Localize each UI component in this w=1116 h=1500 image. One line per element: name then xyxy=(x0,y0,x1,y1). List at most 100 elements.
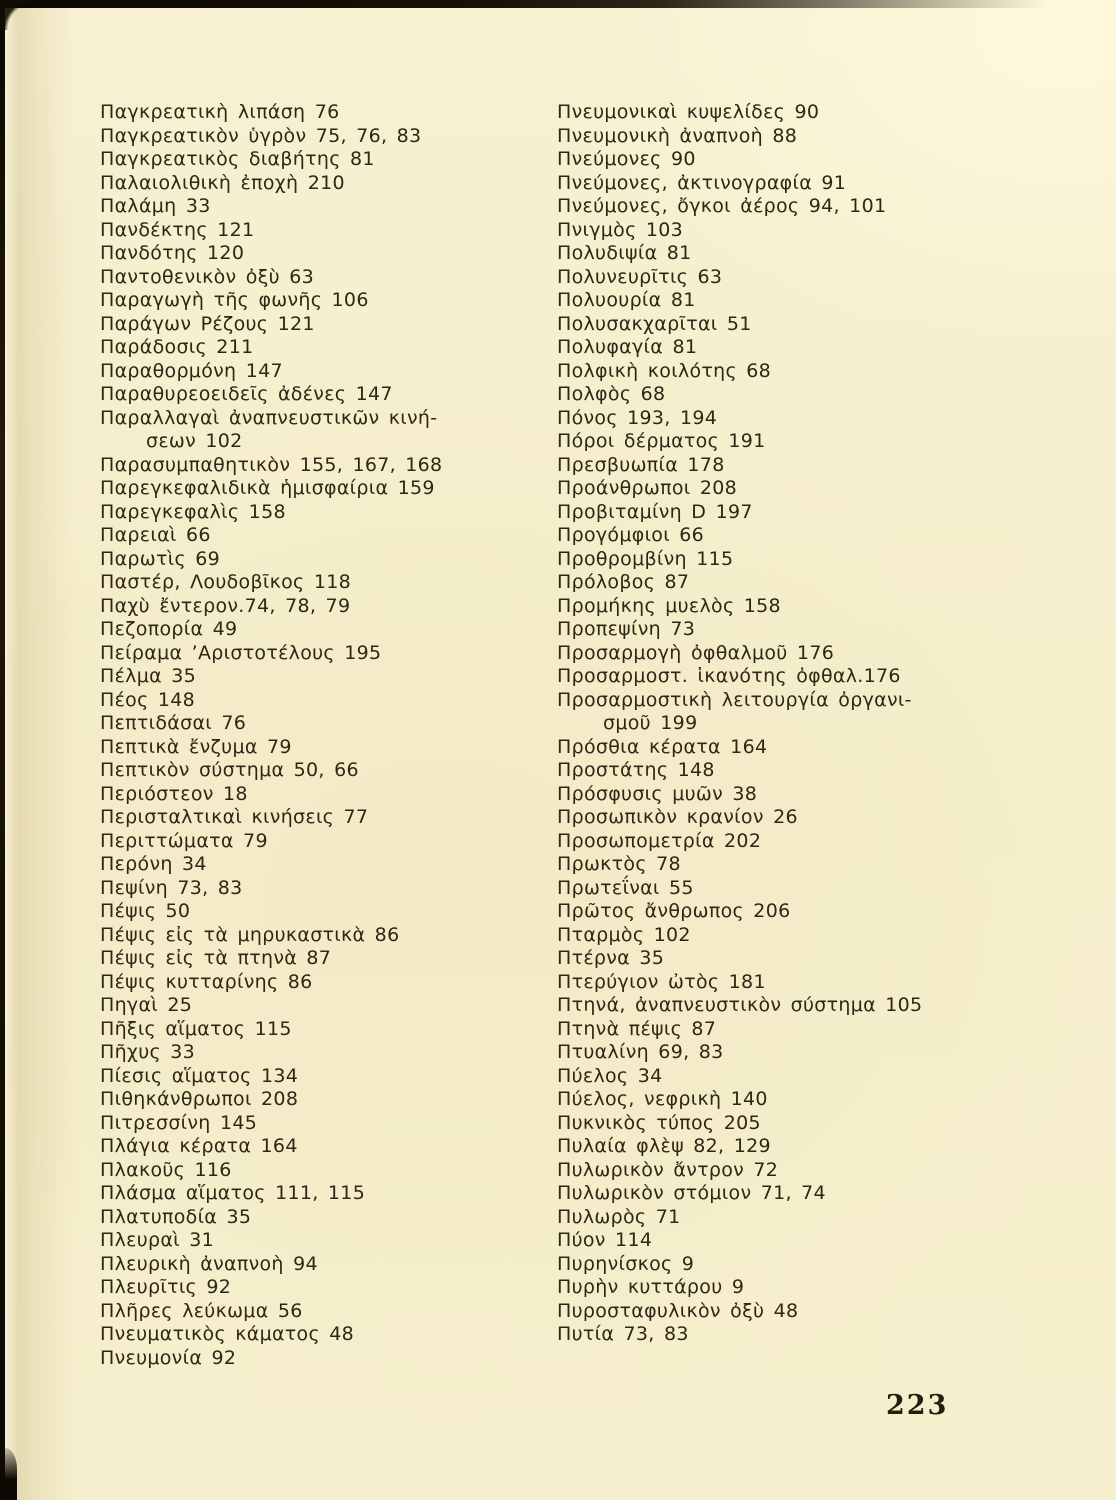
index-entry: Πρόσφυσις μυῶν 38 xyxy=(557,782,758,805)
index-entry: Πεπτιδάσαι 76 xyxy=(100,712,247,734)
index-entry: Πόνος 193, 194 xyxy=(557,406,718,429)
scan-edge-top xyxy=(0,0,1070,8)
index-entry: Πέψις 50 xyxy=(100,900,191,922)
index-entry: Πταρμὸς 102 xyxy=(557,923,691,946)
index-entry: Πηγαὶ 25 xyxy=(100,994,193,1016)
index-entry: Πολυφαγία 81 xyxy=(557,336,698,358)
index-entry: Πύελος 34 xyxy=(557,1064,663,1087)
index-entry: Πρεσβυωπία 178 xyxy=(557,453,725,476)
index-entry: Παστέρ, Λουδοβῖκος 118 xyxy=(100,571,351,593)
index-entry: Πολφικὴ κοιλότης 68 xyxy=(557,359,772,382)
index-entry: Πλευραὶ 31 xyxy=(100,1229,215,1251)
index-entry: Πυροσταφυλικὸν ὀξὺ 48 xyxy=(557,1299,799,1322)
index-entry: Παγκρεατικὸς διαβήτης 81 xyxy=(100,148,375,170)
index-entry: Περόνη 34 xyxy=(100,853,207,875)
index-entry: Πνευμονικαὶ κυψελίδες 90 xyxy=(557,101,820,123)
index-entry: Προσαρμογὴ ὀφθαλμοῦ 176 xyxy=(557,641,835,664)
index-entry: Πεπτικὰ ἔνζυμα 79 xyxy=(100,735,292,758)
index-entry: Προβιταμίνη D 197 xyxy=(557,500,753,523)
index-entry: Πολυουρία 81 xyxy=(557,289,696,311)
index-entry: Παρασυμπαθητικὸν 155, 167, 168 xyxy=(100,453,443,476)
index-entry: Πνεύμονες, ἀκτινογραφία 91 xyxy=(557,171,847,194)
page-gutter-shading xyxy=(5,0,75,1500)
index-entry: Παράδοσις 211 xyxy=(100,336,254,358)
index-entry: Πρωτεΐναι 55 xyxy=(557,876,694,899)
index-entry: Πῆξις αἵματος 115 xyxy=(100,1017,292,1040)
index-entry: Προπεψίνη 73 xyxy=(557,618,696,640)
index-entry: Πυρὴν κυττάρου 9 xyxy=(557,1276,745,1298)
index-entry: Πανδότης 120 xyxy=(100,242,245,264)
index-entry: Πλευρικὴ ἀναπνοὴ 94 xyxy=(100,1252,318,1275)
index-entry: Πνευμονία 92 xyxy=(100,1346,237,1369)
index-entry: Παρεγκεφαλὶς 158 xyxy=(100,500,286,523)
index-entry: Προσωπικὸν κρανίον 26 xyxy=(557,806,798,828)
index-entry: Πεζοπορία 49 xyxy=(100,618,238,640)
index-entry: Πολφὸς 68 xyxy=(557,383,666,405)
scan-corner-bottom-left xyxy=(0,1448,17,1500)
index-entry: Πολυνευρῖτις 63 xyxy=(557,265,723,288)
index-entry: Παλάμη 33 xyxy=(100,195,211,217)
index-entry: Πρόλοβος 87 xyxy=(557,571,690,593)
index-entry: Πνευμονικὴ ἀναπνοὴ 88 xyxy=(557,124,798,147)
index-entry: Παραθυρεοειδεῖς ἀδένες 147 xyxy=(100,383,393,405)
index-entry: Πίεσις αἵματος 134 xyxy=(100,1064,299,1087)
index-entry: Πολυδιψία 81 xyxy=(557,242,692,264)
index-entry: Προάνθρωποι 208 xyxy=(557,477,738,499)
index-entry: Πέος 148 xyxy=(100,688,196,711)
index-column-left: Παγκρεατικὴ λιπάση 76 Παγκρεατικὸν ὑγρὸν … xyxy=(100,101,442,1370)
index-entry: Παρωτὶς 69 xyxy=(100,547,221,570)
index-entry: Πλῆρες λεύκωμα 56 xyxy=(100,1299,303,1322)
index-entry: Πρωκτὸς 78 xyxy=(557,853,681,875)
index-entry: Προσαρμοστικὴ λειτουργία ὀργανι- xyxy=(557,688,912,711)
index-entry: Πτηνὰ πέψις 87 xyxy=(557,1017,717,1040)
index-entry: Πρῶτος ἄνθρωπος 206 xyxy=(557,900,791,922)
index-entry: Πέψις εἰς τὰ μηρυκαστικὰ 86 xyxy=(100,923,400,946)
index-entry: Παρειαὶ 66 xyxy=(100,524,211,546)
index-entry: Πυλωρικὸν ἄντρον 72 xyxy=(557,1158,779,1181)
index-entry: Πλάσμα αἵματος 111, 115 xyxy=(100,1182,366,1204)
index-entry: Παχὺ ἔντερον.74, 78, 79 xyxy=(100,594,351,617)
index-entry: Πτέρνα 35 xyxy=(557,947,665,969)
index-entry: Πιθηκάνθρωποι 208 xyxy=(100,1088,299,1110)
index-entry: Πῆχυς 33 xyxy=(100,1041,196,1063)
index-entry: Πτερύγιον ὠτὸς 181 xyxy=(557,970,766,993)
index-entry: Πτηνά, ἀναπνευστικὸν σύστημα 105 xyxy=(557,994,923,1016)
index-entry: Περιττώματα 79 xyxy=(100,829,268,852)
index-entry: Πέψις κυτταρίνης 86 xyxy=(100,970,313,993)
index-entry: Πτυαλίνη 69, 83 xyxy=(557,1041,724,1063)
index-entry: Πνευματικὸς κάματος 48 xyxy=(100,1323,355,1345)
index-entry: Προμήκης μυελὸς 158 xyxy=(557,594,781,617)
index-entry: Προστάτης 148 xyxy=(557,759,715,781)
index-entry: Πυτία 73, 83 xyxy=(557,1323,689,1345)
index-entry: Πύελος, νεφρικὴ 140 xyxy=(557,1088,768,1110)
index-entry: Πεπτικὸν σύστημα 50, 66 xyxy=(100,759,359,781)
index-entry: Παράγων Ρέζους 121 xyxy=(100,312,315,335)
index-entry: Πλάγια κέρατα 164 xyxy=(100,1135,298,1157)
index-entry: Πολυσακχαρῖται 51 xyxy=(557,312,752,335)
index-entry: Πυλαία φλὲψ 82, 129 xyxy=(557,1135,771,1157)
index-entry-continuation: σμοῦ 199 xyxy=(603,712,698,734)
index-entry: Πλατυποδία 35 xyxy=(100,1205,252,1228)
page-number: 223 xyxy=(886,1390,949,1421)
index-entry: Πρόσθια κέρατα 164 xyxy=(557,735,768,758)
index-entry: Πύον 114 xyxy=(557,1229,653,1251)
index-entry: Προσωπομετρία 202 xyxy=(557,829,762,852)
index-entry: Περισταλτικαὶ κινήσεις 77 xyxy=(100,806,369,828)
index-entry: Πλακοῦς 116 xyxy=(100,1158,232,1181)
index-entry: Πανδέκτης 121 xyxy=(100,218,255,241)
index-entry: Πλευρῖτις 92 xyxy=(100,1276,232,1298)
index-entry: Πυρηνίσκος 9 xyxy=(557,1252,695,1275)
index-entry: Παραλλαγαὶ ἀναπνευστικῶν κινή- xyxy=(100,406,438,429)
index-entry: Πνεύμονες 90 xyxy=(557,148,696,170)
index-entry: Παλαιολιθικὴ ἐποχὴ 210 xyxy=(100,171,345,194)
index-entry: Πέψις εἰς τὰ πτηνὰ 87 xyxy=(100,947,332,969)
index-entry: Πνιγμὸς 103 xyxy=(557,218,684,241)
index-entry: Παραθορμόνη 147 xyxy=(100,359,283,382)
index-entry: Παγκρεατικὸν ὑγρὸν 75, 76, 83 xyxy=(100,124,422,147)
index-entry: Πυκνικὸς τύπος 205 xyxy=(557,1111,761,1134)
index-entry-continuation: σεων 102 xyxy=(146,430,243,452)
index-entry: Πυλωρὸς 71 xyxy=(557,1205,681,1228)
index-entry: Προγόμφιοι 66 xyxy=(557,524,705,546)
index-entry: Πόροι δέρματος 191 xyxy=(557,430,766,452)
